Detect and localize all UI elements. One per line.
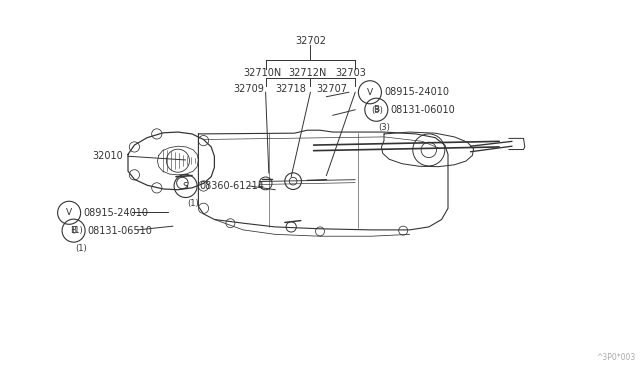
Text: B: B — [373, 105, 380, 114]
Text: 32707: 32707 — [316, 84, 347, 93]
Text: 08131-06010: 08131-06010 — [390, 105, 455, 115]
Text: 32702: 32702 — [295, 36, 326, 46]
Text: (1): (1) — [76, 244, 87, 253]
Text: 32710N: 32710N — [243, 68, 282, 77]
Text: 32718: 32718 — [276, 84, 307, 93]
Text: 08915-24010: 08915-24010 — [384, 87, 449, 97]
Text: B: B — [70, 226, 77, 235]
Text: V: V — [367, 88, 373, 97]
Text: (3): (3) — [378, 123, 390, 132]
Text: (1): (1) — [188, 199, 199, 208]
Text: 32010: 32010 — [93, 151, 124, 161]
Text: 08131-06510: 08131-06510 — [88, 226, 152, 235]
Text: 32703: 32703 — [335, 68, 366, 77]
Text: S: S — [183, 182, 188, 190]
Text: (3): (3) — [372, 106, 383, 115]
Text: V: V — [66, 208, 72, 217]
Text: 08915-24010: 08915-24010 — [83, 208, 148, 218]
Text: ^3P0*003: ^3P0*003 — [596, 353, 635, 362]
Text: 08360-61214: 08360-61214 — [200, 181, 264, 191]
Text: (1): (1) — [71, 226, 83, 235]
Text: 32712N: 32712N — [288, 68, 326, 77]
Text: 32709: 32709 — [233, 84, 264, 93]
